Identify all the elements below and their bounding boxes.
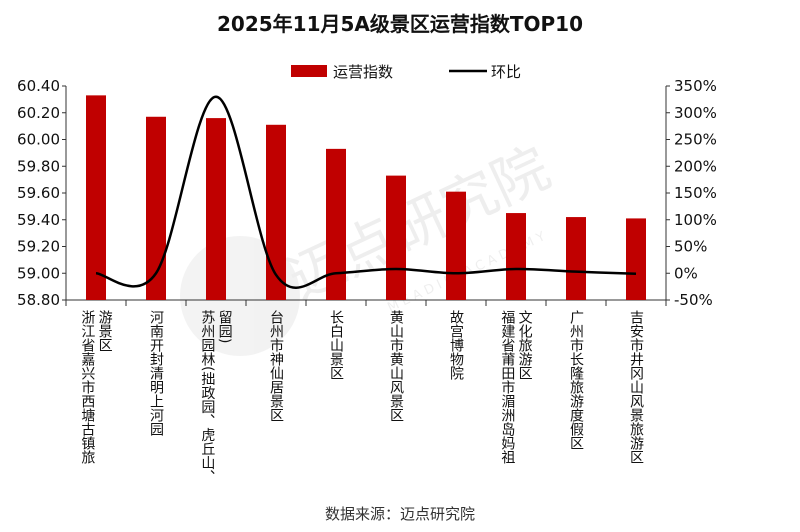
category-label: 广州市长隆旅游度假区 <box>568 310 584 450</box>
category-label-line: 长白山景区 <box>328 310 344 380</box>
left-tick-label: 60.40 <box>17 77 60 95</box>
chart-title: 2025年11月5A级景区运营指数TOP10 <box>216 12 584 36</box>
category-label-line: 浙江省嘉兴市西塘古镇旅 <box>79 310 95 464</box>
right-tick-label: 150% <box>674 184 717 202</box>
right-tick-label: 100% <box>674 211 717 229</box>
category-label-line: 河南开封清明上河园 <box>148 310 164 436</box>
bar <box>146 116 166 300</box>
right-tick-label: 0% <box>674 264 698 282</box>
category-label-line: 游景区 <box>97 310 113 352</box>
category-label-line: 广州市长隆旅游度假区 <box>568 310 584 450</box>
bar <box>86 95 106 300</box>
bar <box>446 191 466 300</box>
left-tick-label: 60.20 <box>17 104 60 122</box>
category-label: 福建省莆田市湄洲岛妈祖 文化旅游区 <box>499 310 532 464</box>
category-label-line: 苏州园林(拙政园、虎丘山、 <box>199 310 215 483</box>
category-label: 故宫博物院 <box>448 310 464 381</box>
right-tick-label: 250% <box>674 131 717 149</box>
bar <box>566 217 586 300</box>
left-tick-label: 58.80 <box>17 291 60 309</box>
category-label-line: 故宫博物院 <box>448 310 464 381</box>
legend: 运营指数 环比 <box>291 63 521 81</box>
right-tick-label: -50% <box>674 291 713 309</box>
category-label: 吉安市井冈山风景旅游区 <box>628 310 644 464</box>
category-label-line: 文化旅游区 <box>517 310 533 380</box>
category-label: 长白山景区 <box>328 310 344 380</box>
line-series <box>95 95 637 289</box>
right-tick-label: 50% <box>674 238 707 256</box>
bar <box>206 118 226 300</box>
right-tick-label: 200% <box>674 157 717 175</box>
category-label-line: 黄山市黄山风景区 <box>388 309 404 422</box>
category-label: 河南开封清明上河园 <box>148 310 164 436</box>
left-tick-label: 59.80 <box>17 157 60 175</box>
category-label-line: 吉安市井冈山风景旅游区 <box>628 310 644 464</box>
source-note: 数据来源：迈点研究院 <box>324 505 475 523</box>
right-tick-label: 350% <box>674 77 717 95</box>
category-label-line: 留园) <box>217 310 233 343</box>
series-line <box>95 95 637 289</box>
legend-bar-label: 运营指数 <box>333 63 393 81</box>
left-tick-label: 59.20 <box>17 238 60 256</box>
left-tick-label: 60.00 <box>17 131 60 149</box>
category-label: 黄山市黄山风景区 <box>388 309 404 422</box>
left-tick-label: 59.00 <box>17 264 60 282</box>
left-tick-label: 59.60 <box>17 184 60 202</box>
category-labels: 浙江省嘉兴市西塘古镇旅 游景区 河南开封清明上河园 苏州园林(拙政园、虎丘山、 留园) 台… <box>79 309 644 483</box>
bar <box>626 218 646 300</box>
bar <box>266 124 286 300</box>
bar <box>386 175 406 300</box>
bar <box>506 213 526 300</box>
category-label: 台州市神仙居景区 <box>268 310 284 422</box>
category-label-line: 福建省莆田市湄洲岛妈祖 <box>499 310 515 464</box>
right-tick-label: 300% <box>674 104 717 122</box>
category-label: 苏州园林(拙政园、虎丘山、 留园) <box>199 310 232 483</box>
legend-bar-swatch <box>291 65 327 77</box>
category-label: 浙江省嘉兴市西塘古镇旅 游景区 <box>79 310 112 464</box>
category-label-line: 台州市神仙居景区 <box>268 310 284 422</box>
legend-line-label: 环比 <box>491 63 521 81</box>
bar <box>326 148 346 300</box>
left-tick-label: 59.40 <box>17 211 60 229</box>
